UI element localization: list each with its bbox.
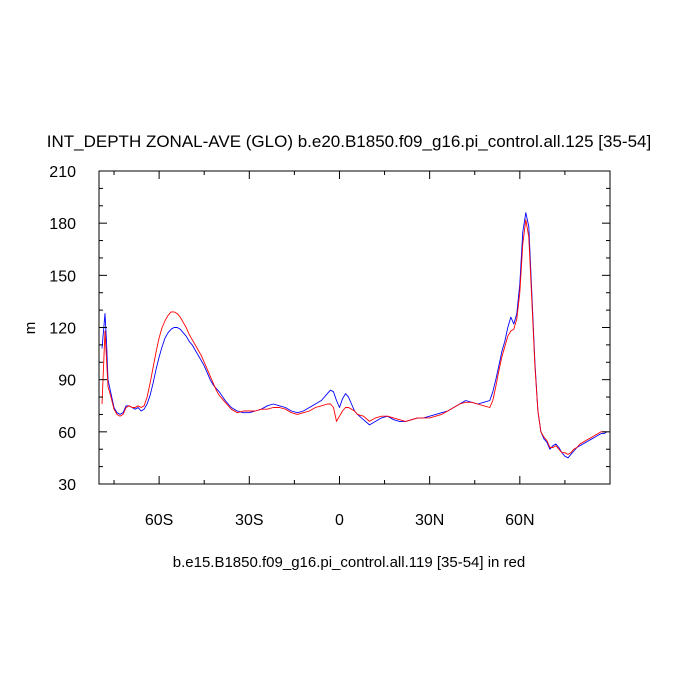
y-tick-label: 150 — [49, 268, 76, 285]
plot-area: 30 60 90 120 150 180 210 60S 30S 0 30N 60N — [49, 164, 611, 529]
x-tick-label: 60S — [145, 512, 173, 529]
y-tick-label: 90 — [58, 373, 76, 390]
y-tick-label: 180 — [49, 216, 76, 233]
y-tick-label: 120 — [49, 321, 76, 338]
series-line-1 — [101, 219, 607, 455]
x-tick-label: 30N — [415, 512, 444, 529]
chart-title: INT_DEPTH ZONAL-AVE (GLO) b.e20.B1850.f0… — [47, 132, 651, 151]
x-tick-label: 60N — [505, 512, 534, 529]
x-tick-label: 0 — [335, 512, 344, 529]
y-tick-label: 210 — [49, 164, 76, 181]
y-tick-label: 30 — [58, 477, 76, 494]
y-axis-label: m — [22, 322, 39, 335]
x-axis-label: b.e15.B1850.f09_g16.pi_control.all.119 [… — [173, 554, 526, 571]
x-tick-label: 30S — [235, 512, 263, 529]
series-line-0 — [101, 212, 608, 459]
y-tick-label: 60 — [58, 425, 76, 442]
